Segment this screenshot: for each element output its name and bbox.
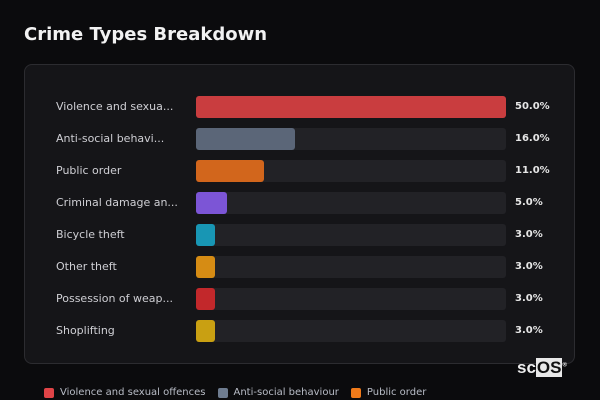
bar[interactable] xyxy=(196,288,215,310)
bar-row: Anti-social behavi... 16.0% xyxy=(25,128,574,150)
bar-row: Criminal damage an... 5.0% xyxy=(25,192,574,214)
bar-value-label: 3.0% xyxy=(515,229,543,240)
bar-track xyxy=(196,256,506,278)
bar-label: Anti-social behavi... xyxy=(56,132,165,145)
bar[interactable] xyxy=(196,256,215,278)
legend-label: Public order xyxy=(366,387,427,398)
legend: Violence and sexual offences Anti-social … xyxy=(44,387,426,398)
bar[interactable] xyxy=(196,96,506,118)
bar-row: Possession of weap... 3.0% xyxy=(25,288,574,310)
bar-track xyxy=(196,288,506,310)
legend-swatch xyxy=(217,387,228,398)
bar-row: Other theft 3.0% xyxy=(25,256,574,278)
legend-item[interactable]: Anti-social behaviour xyxy=(217,387,339,398)
bar-track xyxy=(196,96,506,118)
bar-value-label: 3.0% xyxy=(515,325,543,336)
bar-track xyxy=(196,192,506,214)
bar-value-label: 3.0% xyxy=(515,293,543,304)
legend-item[interactable]: Violence and sexual offences xyxy=(44,387,206,398)
bar-value-label: 16.0% xyxy=(515,133,550,144)
logo-mark: ® xyxy=(562,362,567,369)
bar-value-label: 3.0% xyxy=(515,261,543,272)
bar[interactable] xyxy=(196,160,265,182)
bar-track xyxy=(196,128,506,150)
logo-box: OS xyxy=(535,358,563,377)
bar-label: Public order xyxy=(56,164,122,177)
logo-prefix: sc xyxy=(517,358,536,377)
bar[interactable] xyxy=(196,320,215,342)
bar-row: Bicycle theft 3.0% xyxy=(25,224,574,246)
bar-label: Violence and sexua... xyxy=(56,100,174,113)
bar-value-label: 50.0% xyxy=(515,101,550,112)
bar-value-label: 11.0% xyxy=(515,165,550,176)
legend-label: Anti-social behaviour xyxy=(233,387,339,398)
bar-row: Public order 11.0% xyxy=(25,160,574,182)
bar-value-label: 5.0% xyxy=(515,197,543,208)
chart-card: Violence and sexua... 50.0% Anti-social b… xyxy=(24,64,575,364)
bar-label: Shoplifting xyxy=(56,324,115,337)
bar-label: Criminal damage an... xyxy=(56,196,178,209)
bar[interactable] xyxy=(196,192,227,214)
bar-track xyxy=(196,160,506,182)
legend-swatch xyxy=(44,387,54,398)
scos-logo: scOS® xyxy=(517,358,567,378)
bar-track xyxy=(196,320,506,342)
bar-row: Shoplifting 3.0% xyxy=(25,320,574,342)
bar[interactable] xyxy=(196,128,296,150)
bar-label: Possession of weap... xyxy=(56,292,173,305)
legend-swatch xyxy=(350,387,361,398)
bar-label: Other theft xyxy=(56,260,117,273)
legend-item[interactable]: Public order xyxy=(350,387,427,398)
bar-track xyxy=(196,224,506,246)
legend-label: Violence and sexual offences xyxy=(60,387,206,398)
bar-row: Violence and sexua... 50.0% xyxy=(25,96,574,118)
bar[interactable] xyxy=(196,224,215,246)
chart-title: Crime Types Breakdown xyxy=(24,24,268,45)
bar-label: Bicycle theft xyxy=(56,228,125,241)
